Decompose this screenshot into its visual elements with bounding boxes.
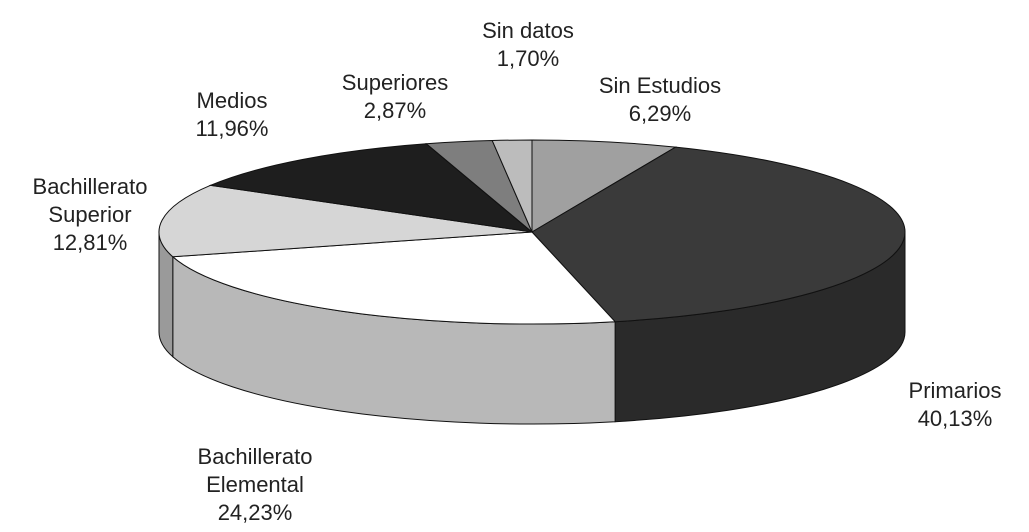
slice	[531, 146, 906, 323]
value-label: 1,70%	[496, 46, 560, 71]
value-label: 24,23%	[217, 500, 293, 525]
slice	[208, 143, 534, 233]
slice-label: Primarios 40,13%	[875, 377, 1029, 433]
value-label: 2,87%	[363, 98, 427, 123]
category-name: Sin datos	[482, 18, 574, 43]
slice-label: Sin datos 1,70%	[458, 17, 598, 73]
value-label: 12,81%	[52, 230, 128, 255]
slice-label: Bachillerato Elemental 24,23%	[170, 443, 340, 527]
category-name: Primarios	[908, 378, 1002, 403]
value-label: 11,96%	[195, 116, 269, 141]
slice	[491, 139, 533, 233]
category-name: Bachillerato Elemental	[197, 444, 313, 497]
slice-label: Bachillerato Superior 12,81%	[5, 173, 175, 257]
category-name: Bachillerato Superior	[32, 174, 148, 227]
slice	[158, 184, 533, 258]
slice-label: Sin Estudios 6,29%	[560, 72, 760, 128]
slice-label: Superiores 2,87%	[320, 69, 470, 125]
slice	[531, 139, 678, 233]
value-label: 40,13%	[917, 406, 993, 431]
slice	[171, 231, 617, 325]
category-name: Medios	[196, 88, 268, 113]
category-name: Sin Estudios	[598, 73, 722, 98]
slice-label: Medios 11,96%	[162, 87, 302, 143]
category-name: Superiores	[341, 70, 449, 95]
value-label: 6,29%	[628, 101, 692, 126]
